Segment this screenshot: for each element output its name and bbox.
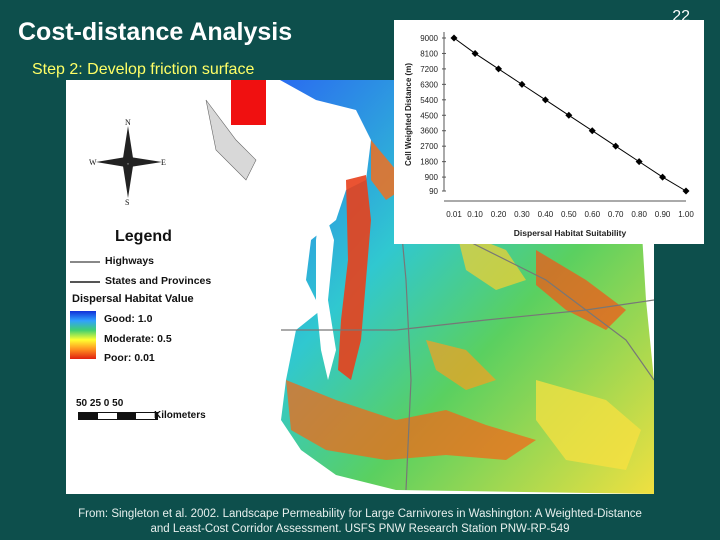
legend-states: States and Provinces [105, 275, 212, 287]
legend-good: Good: 1.0 [104, 313, 153, 325]
data-point [495, 65, 503, 73]
data-point [682, 187, 690, 195]
data-point [518, 80, 526, 88]
y-tick-label: 1800 [420, 158, 438, 167]
y-tick-label: 8100 [420, 49, 438, 58]
y-tick-label: 5400 [420, 96, 438, 105]
y-tick-label: 3600 [420, 127, 438, 136]
legend-moderate: Moderate: 0.5 [104, 333, 172, 345]
states-swatch [70, 281, 100, 283]
x-tick-label: 0.01 [446, 210, 462, 219]
y-tick-label: 9000 [420, 34, 438, 43]
data-point [612, 142, 620, 150]
caption-line-1: From: Singleton et al. 2002. Landscape P… [78, 508, 642, 520]
y-axis-label: Cell Weighted Distance (m) [404, 63, 413, 166]
x-tick-label: 0.30 [514, 210, 530, 219]
y-tick-label: 900 [425, 173, 439, 182]
legend-habitat-title: Dispersal Habitat Value [72, 293, 194, 305]
x-tick-label: 0.80 [631, 210, 647, 219]
source-caption: From: Singleton et al. 2002. Landscape P… [60, 507, 660, 537]
habitat-color-ramp [70, 311, 96, 359]
legend-highways: Highways [105, 255, 155, 267]
scale-numbers: 50 25 0 50 [76, 398, 124, 409]
x-tick-label: 0.10 [467, 210, 483, 219]
x-tick-label: 0.20 [491, 210, 507, 219]
chart-svg: 9000 8100 7200 6300 5400 4500 3600 2700 1800 900 9… [404, 32, 694, 238]
data-point [450, 34, 458, 42]
x-tick-label: 0.60 [584, 210, 600, 219]
compass-w: W [89, 158, 97, 167]
data-point [565, 111, 573, 119]
y-tick-label: 6300 [420, 80, 438, 89]
x-tick-label: 0.40 [538, 210, 554, 219]
y-tick-label: 2700 [420, 142, 438, 151]
highways-swatch [70, 261, 100, 263]
compass-n: N [125, 118, 131, 127]
y-tick-label: 4500 [420, 111, 438, 120]
scale-unit: Kilometers [154, 410, 206, 421]
data-point [588, 127, 596, 135]
slide-title: Cost-distance Analysis [18, 18, 293, 46]
compass-rose-icon: N S W E [89, 118, 166, 206]
x-tick-label: 0.70 [608, 210, 624, 219]
x-tick-label: 0.50 [561, 210, 577, 219]
y-tick-label: 7200 [420, 65, 438, 74]
x-axis-label: Dispersal Habitat Suitability [514, 228, 627, 238]
data-point [541, 96, 549, 104]
y-tick-label: 90 [429, 187, 438, 196]
compass-e: E [161, 158, 166, 167]
caption-line-2: and Least-Cost Corridor Assessment. USFS… [150, 523, 570, 535]
data-point [471, 49, 479, 57]
x-tick-label: 1.00 [678, 210, 694, 219]
data-point [659, 173, 667, 181]
data-point [635, 158, 643, 166]
distance-chart: 9000 8100 7200 6300 5400 4500 3600 2700 1800 900 9… [394, 20, 704, 244]
x-tick-label: 0.90 [655, 210, 671, 219]
slide-subtitle: Step 2: Develop friction surface [32, 61, 255, 78]
compass-s: S [125, 198, 129, 206]
legend-title: Legend [115, 228, 172, 245]
scale-bar [78, 412, 158, 420]
legend-poor: Poor: 0.01 [104, 352, 155, 364]
